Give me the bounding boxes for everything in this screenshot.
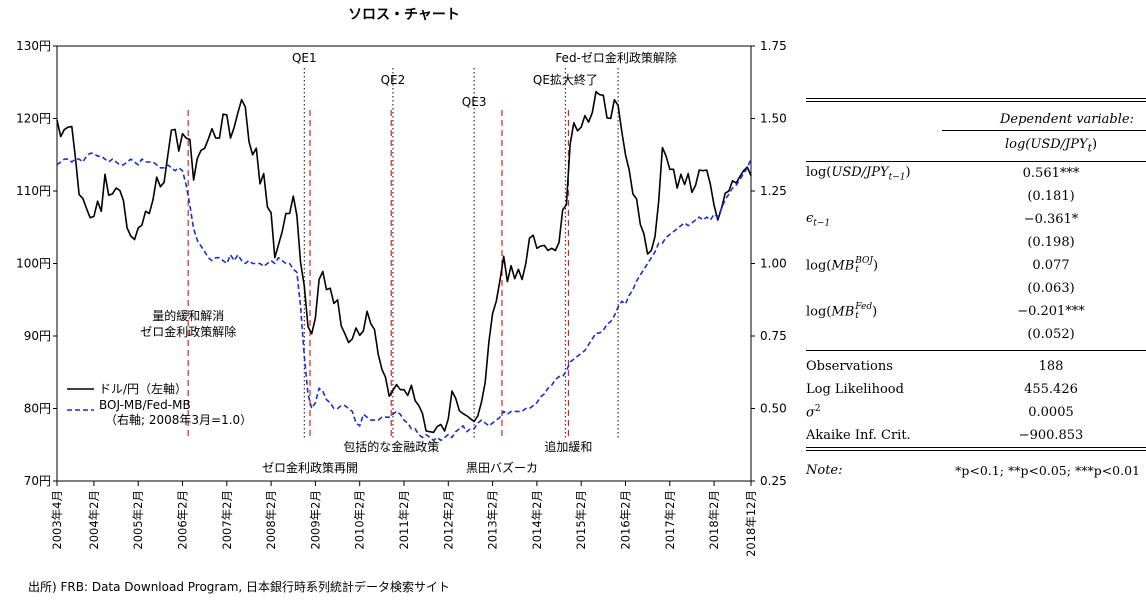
variable-label: log(USD/JPYt−1) — [806, 164, 911, 183]
x-tick-label: 2017年2月 — [663, 490, 677, 550]
event-label: ゼロ金利政策再開 — [262, 460, 358, 475]
legend-label-mb-sub: （右軸; 2008年3月=1.0） — [105, 412, 252, 427]
x-tick-label: 2015年2月 — [574, 490, 588, 550]
se-row-0-value: (0.181) — [1027, 189, 1075, 204]
event-label: 包括的な金融政策 — [343, 439, 439, 454]
se-row-3-value: (0.052) — [1027, 327, 1075, 342]
table-bottom-rule — [806, 447, 1146, 451]
right-y-tick-label: 0.50 — [760, 402, 787, 416]
left-y-tick-label: 130円 — [16, 39, 51, 53]
dependent-variable-header: Dependent variable: — [999, 111, 1134, 127]
x-tick-label: 2013年2月 — [486, 490, 500, 550]
coef-row-3: log(MB Fed t) −0.201*** — [806, 300, 1146, 323]
left-y-tick-label: 80円 — [24, 402, 51, 416]
x-tick-label: 2012年2月 — [441, 490, 455, 550]
right-y-tick-label: 1.50 — [760, 112, 787, 126]
se-row-1-value: (0.198) — [1027, 235, 1075, 250]
x-tick-label: 2011年2月 — [397, 490, 411, 550]
x-tick-label: 2016年2月 — [618, 490, 632, 550]
x-tick-label: 2003年4月 — [50, 490, 64, 550]
header-rule — [942, 130, 1146, 131]
coef-row-1-value: −0.361* — [1023, 212, 1079, 227]
right-y-tick-label: 0.75 — [760, 329, 787, 343]
coef-row-3-value: −0.201*** — [1017, 304, 1085, 319]
right-y-tick-label: 0.25 — [760, 474, 787, 488]
stat-label: Akaike Inf. Crit. — [806, 428, 911, 443]
stat-row-1: Log Likelihood 455.426 — [806, 378, 1146, 401]
stat-row-3: Akaike Inf. Crit. −900.853 — [806, 424, 1146, 447]
stats-top-rule — [806, 350, 1146, 351]
stat-row-2: σ2 0.0005 — [806, 401, 1146, 424]
left-y-tick-label: 110円 — [16, 184, 51, 198]
event-label: 黒田バズーカ — [466, 460, 538, 475]
right-y-tick-label: 1.00 — [760, 257, 787, 271]
soros-chart: ソロス・チャート 70円 80円 90円 100円 110円 120円 130円 0.25 0.5… — [16, 7, 787, 557]
stat-label: Log Likelihood — [806, 382, 904, 397]
source-note: 出所) FRB: Data Download Program, 日本銀行時系列統… — [28, 580, 451, 594]
legend-label-usdjpy: ドル/円（左軸） — [99, 381, 187, 396]
stat-label: σ2 — [806, 404, 821, 421]
coef-row-2-value: 0.077 — [1032, 258, 1070, 273]
x-tick-label: 2009年2月 — [308, 490, 322, 550]
event-label: QE2 — [381, 73, 406, 87]
left-y-tick-label: 120円 — [16, 112, 51, 126]
mb-ratio-line — [56, 152, 752, 442]
table-top-rule — [806, 98, 1146, 102]
x-tick-label: 2018年2月 — [707, 490, 721, 550]
x-tick-label: 2008年2月 — [264, 490, 278, 550]
right-y-tick-label: 1.75 — [760, 39, 787, 53]
se-row-2-value: (0.063) — [1027, 281, 1075, 296]
stat-label: Observations — [806, 359, 893, 374]
coef-top-rule — [806, 161, 1146, 162]
event-label: QE1 — [292, 51, 317, 65]
x-tick-label: 2007年2月 — [220, 490, 234, 550]
x-tick-label: 2018年12月 — [744, 490, 758, 557]
event-label: QE3 — [462, 95, 487, 109]
event-label: Fed-ゼロ金利政策解除 — [555, 50, 677, 65]
event-label: QE拡大終了 — [533, 72, 598, 87]
x-tick-label: 2014年2月 — [530, 490, 544, 550]
variable-label: log(MB BOJ t) — [806, 255, 879, 275]
coef-row-2: log(MB BOJ t) 0.077 — [806, 254, 1146, 277]
stat-row-0: Observations 188 — [806, 355, 1146, 378]
usd-jpy-line — [56, 90, 752, 434]
variable-label: log(MB Fed t) — [806, 301, 878, 321]
left-y-tick-label: 100円 — [16, 257, 51, 271]
note-value: *p<0.1; **p<0.05; ***p<0.01 — [955, 462, 1140, 478]
dependent-variable-name: log(USD/JPYt) — [1004, 137, 1098, 155]
se-row-0: (0.181) — [806, 185, 1146, 208]
se-row-3: (0.052) — [806, 323, 1146, 346]
stat-row-3-value: −900.853 — [1018, 428, 1084, 443]
left-y-tick-label: 70円 — [24, 474, 51, 488]
event-label: 追加緩和 — [544, 439, 592, 454]
coef-row-0-value: 0.561*** — [1022, 166, 1080, 181]
note-label: Note: — [806, 462, 843, 478]
right-y-tick-label: 1.25 — [760, 184, 787, 198]
event-label: 量的緩和解消 — [152, 308, 224, 323]
event-label: ゼロ金利政策解除 — [140, 324, 236, 339]
coef-row-1: ϵt−1 −0.361* — [806, 208, 1146, 231]
left-y-tick-label: 90円 — [24, 329, 51, 343]
se-row-1: (0.198) — [806, 231, 1146, 254]
x-tick-label: 2006年2月 — [176, 490, 190, 550]
variable-label: ϵt−1 — [806, 210, 831, 229]
coef-row-0: log(USD/JPYt−1) 0.561*** — [806, 162, 1146, 185]
chart-title: ソロス・チャート — [348, 7, 460, 23]
stat-row-0-value: 188 — [1038, 359, 1064, 374]
x-tick-label: 2005年2月 — [131, 490, 145, 550]
stat-row-2-value: 0.0005 — [1028, 405, 1074, 420]
regression-table: Dependent variable: log(USD/JPYt) log(US… — [806, 98, 1146, 483]
x-tick-label: 2004年2月 — [87, 490, 101, 550]
legend-label-mb: BOJ-MB/Fed-MB — [99, 398, 191, 412]
stat-row-1-value: 455.426 — [1024, 382, 1078, 397]
se-row-2: (0.063) — [806, 277, 1146, 300]
significance-note: Note: *p<0.1; **p<0.05; ***p<0.01 — [806, 457, 1146, 483]
x-tick-label: 2010年2月 — [353, 490, 367, 550]
